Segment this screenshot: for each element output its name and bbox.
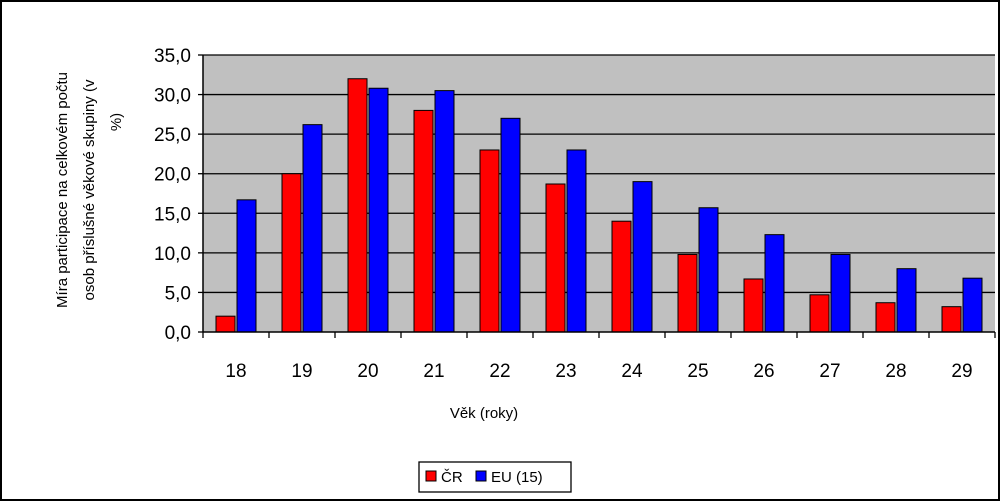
legend-label-eu15: EU (15)	[491, 469, 543, 486]
bar-cr-29	[941, 306, 962, 333]
x-axis-title: Věk (roky)	[450, 405, 518, 422]
axes	[198, 54, 996, 338]
y-tick-label: 25,0	[154, 125, 191, 146]
x-tick-label: 24	[621, 361, 643, 382]
y-axis-title: Míra participace na celkovém počtu osob p…	[54, 72, 125, 308]
y-tick-labels: 35,0 30,0 25,0 20,0 15,0 10,0 5,0 0,0	[154, 46, 191, 344]
bar-eu15-27	[830, 253, 851, 333]
x-tick-label: 19	[291, 361, 312, 382]
bar-eu15-23	[566, 149, 587, 333]
y-axis-title-line: %)	[108, 113, 125, 131]
legend-box	[418, 461, 572, 493]
y-axis-title-line: Míra participace na celkovém počtu	[54, 72, 71, 308]
legend: ČR EU (15)	[418, 461, 572, 493]
x-tick-labels: 18 19 20 21 22 23 24 25 26 27 28 29	[225, 361, 972, 382]
bar-eu15-20	[368, 87, 389, 333]
bar-eu15-25	[698, 207, 719, 333]
bar-cr-25	[677, 253, 698, 333]
bar-eu15-19	[302, 124, 323, 333]
y-axis-title-line: osob příslušné věkové skupiny (v	[81, 79, 98, 300]
x-tick-label: 23	[555, 361, 576, 382]
legend-swatch-eu15	[475, 470, 487, 482]
bar-eu15-24	[632, 181, 653, 333]
bar-cr-26	[743, 278, 764, 333]
bar-cr-21	[413, 109, 434, 333]
x-tick-label: 25	[687, 361, 708, 382]
y-tick-label: 20,0	[154, 165, 191, 186]
plot-area	[203, 55, 995, 332]
x-tick-label: 20	[357, 361, 378, 382]
bar-eu15-21	[434, 90, 455, 333]
y-tick-label: 0,0	[165, 323, 191, 344]
x-tick-label: 26	[753, 361, 774, 382]
bar-cr-19	[281, 173, 302, 333]
bar-eu15-29	[962, 277, 983, 333]
y-tick-label: 35,0	[154, 46, 191, 67]
y-tick-label: 15,0	[154, 204, 191, 225]
y-tick-label: 10,0	[154, 244, 191, 265]
bar-eu15-26	[764, 234, 785, 333]
bar-cr-24	[611, 220, 632, 333]
bar-cr-20	[347, 78, 368, 333]
bars	[215, 78, 983, 333]
gridlines	[203, 54, 995, 294]
bar-eu15-18	[236, 199, 257, 333]
x-tick-label: 21	[423, 361, 444, 382]
x-tick-label: 27	[819, 361, 840, 382]
legend-label-cr: ČR	[441, 469, 463, 486]
legend-swatch-cr	[425, 470, 437, 482]
x-tick-label: 28	[885, 361, 906, 382]
bar-cr-28	[875, 302, 896, 333]
x-tick-label: 29	[951, 361, 972, 382]
bar-cr-23	[545, 183, 566, 333]
bar-cr-18	[215, 315, 236, 333]
y-tick-label: 30,0	[154, 86, 191, 107]
bar-eu15-22	[500, 117, 521, 333]
bar-cr-27	[809, 294, 830, 333]
bar-cr-22	[479, 149, 500, 333]
y-tick-label: 5,0	[165, 283, 191, 304]
bar-eu15-28	[896, 268, 917, 333]
x-tick-label: 22	[489, 361, 510, 382]
x-tick-label: 18	[225, 361, 246, 382]
